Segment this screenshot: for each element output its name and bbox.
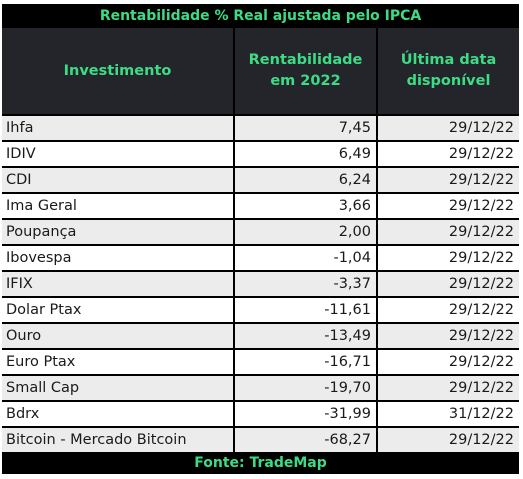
cell-investimento: Euro Ptax: [2, 350, 233, 374]
table-row: Bdrx -31,99 31/12/22: [2, 400, 519, 426]
table-row: Small Cap -19,70 29/12/22: [2, 374, 519, 400]
table-row: Ihfa 7,45 29/12/22: [2, 114, 519, 140]
returns-table: Rentabilidade % Real ajustada pelo IPCA …: [2, 4, 519, 474]
header-rentabilidade-line2: em 2022: [270, 73, 341, 89]
table-row: Ouro -13,49 29/12/22: [2, 322, 519, 348]
cell-data: 29/12/22: [378, 428, 519, 452]
table-row: Poupança 2,00 29/12/22: [2, 218, 519, 244]
cell-investimento: Small Cap: [2, 376, 233, 400]
table-body: Ihfa 7,45 29/12/22 IDIV 6,49 29/12/22 CD…: [2, 114, 519, 452]
cell-investimento: Poupança: [2, 220, 233, 244]
cell-rentabilidade: 6,49: [235, 142, 376, 166]
cell-data: 29/12/22: [378, 246, 519, 270]
cell-investimento: Ouro: [2, 324, 233, 348]
cell-investimento: Bitcoin - Mercado Bitcoin: [2, 428, 233, 452]
cell-rentabilidade: 7,45: [235, 116, 376, 140]
cell-rentabilidade: -1,04: [235, 246, 376, 270]
cell-data: 29/12/22: [378, 350, 519, 374]
cell-data: 29/12/22: [378, 142, 519, 166]
table-row: Dolar Ptax -11,61 29/12/22: [2, 296, 519, 322]
header-rentabilidade: Rentabilidade em 2022: [235, 28, 376, 114]
header-data-line2: disponível: [406, 73, 491, 89]
cell-data: 29/12/22: [378, 168, 519, 192]
cell-investimento: IFIX: [2, 272, 233, 296]
header-investimento: Investimento: [2, 28, 233, 114]
cell-rentabilidade: -31,99: [235, 402, 376, 426]
header-investimento-label: Investimento: [63, 62, 172, 79]
cell-investimento: Ibovespa: [2, 246, 233, 270]
table-row: IFIX -3,37 29/12/22: [2, 270, 519, 296]
source-footer: Fonte: TradeMap: [194, 455, 327, 471]
cell-rentabilidade: -11,61: [235, 298, 376, 322]
cell-data: 29/12/22: [378, 194, 519, 218]
table-row: Bitcoin - Mercado Bitcoin -68,27 29/12/2…: [2, 426, 519, 452]
cell-rentabilidade: -16,71: [235, 350, 376, 374]
cell-investimento: Ihfa: [2, 116, 233, 140]
table-row: CDI 6,24 29/12/22: [2, 166, 519, 192]
header-rentabilidade-line1: Rentabilidade: [248, 52, 363, 68]
cell-data: 31/12/22: [378, 402, 519, 426]
cell-data: 29/12/22: [378, 116, 519, 140]
table-row: Ibovespa -1,04 29/12/22: [2, 244, 519, 270]
cell-rentabilidade: 6,24: [235, 168, 376, 192]
cell-data: 29/12/22: [378, 272, 519, 296]
cell-investimento: Ima Geral: [2, 194, 233, 218]
cell-data: 29/12/22: [378, 220, 519, 244]
cell-data: 29/12/22: [378, 298, 519, 322]
header-data-line1: Última data: [400, 52, 497, 68]
table-row: Euro Ptax -16,71 29/12/22: [2, 348, 519, 374]
cell-data: 29/12/22: [378, 376, 519, 400]
cell-rentabilidade: -13,49: [235, 324, 376, 348]
table-row: IDIV 6,49 29/12/22: [2, 140, 519, 166]
table-title: Rentabilidade % Real ajustada pelo IPCA: [99, 8, 422, 24]
cell-rentabilidade: -3,37: [235, 272, 376, 296]
cell-investimento: IDIV: [2, 142, 233, 166]
cell-rentabilidade: -19,70: [235, 376, 376, 400]
cell-data: 29/12/22: [378, 324, 519, 348]
cell-rentabilidade: -68,27: [235, 428, 376, 452]
header-ultima-data: Última data disponível: [378, 28, 519, 114]
cell-rentabilidade: 3,66: [235, 194, 376, 218]
cell-investimento: CDI: [2, 168, 233, 192]
cell-rentabilidade: 2,00: [235, 220, 376, 244]
cell-investimento: Dolar Ptax: [2, 298, 233, 322]
table-row: Ima Geral 3,66 29/12/22: [2, 192, 519, 218]
cell-investimento: Bdrx: [2, 402, 233, 426]
